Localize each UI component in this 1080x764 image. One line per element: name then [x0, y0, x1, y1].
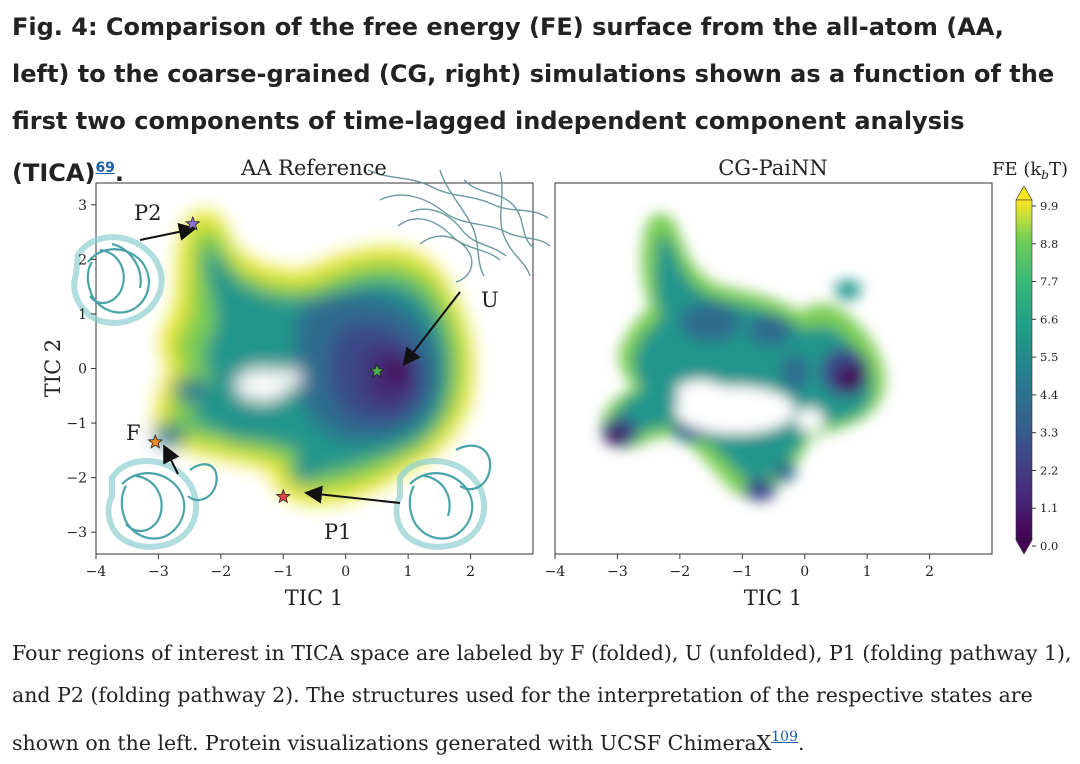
figure-caption-title: Fig. 4: Comparison of the free energy (F…	[12, 4, 1068, 197]
colorbar-tick-label: 1.1	[1040, 501, 1058, 515]
caption-title-end: .	[114, 159, 125, 187]
cg-x-tick-label: 2	[925, 564, 934, 580]
arrow-u	[402, 291, 461, 367]
aa-x-tick-label: −4	[86, 564, 107, 580]
colorbar-tick-label: 2.2	[1040, 463, 1058, 477]
colorbar-min-extension	[1015, 539, 1033, 555]
state-label-f: F	[126, 421, 141, 445]
aa-y-tick-label: 2	[78, 252, 87, 268]
arrow-p1	[304, 485, 401, 504]
cg-x-tick-label: −4	[545, 564, 566, 580]
aa-x-tick-label: −2	[211, 564, 232, 580]
aa-y-tick-label: 1	[78, 307, 87, 323]
protein-structure-p1	[393, 444, 492, 550]
cg-x-tick-label: −2	[670, 564, 691, 580]
arrow-p2	[139, 223, 197, 241]
colorbar-gradient	[1015, 199, 1033, 541]
aa-x-tick-label: −1	[273, 564, 294, 580]
aa-x-axis-label: TIC 1	[285, 586, 343, 610]
protein-structure-p2	[71, 234, 165, 326]
cg-x-tick-label: −1	[732, 564, 753, 580]
state-marker-f	[147, 434, 164, 449]
aa-y-tick-label: 0	[78, 362, 87, 378]
cg-panel-title: CG-PaiNN	[718, 156, 828, 180]
aa-x-tick-label: 0	[341, 564, 350, 580]
aa-y-tick-label: −2	[66, 471, 87, 487]
protein-structure-f	[105, 457, 218, 550]
aa-x-tick-label: 1	[404, 564, 413, 580]
cg-x-axis-label: TIC 1	[744, 586, 802, 610]
colorbar-tick-label: 4.4	[1040, 388, 1058, 402]
protein-structure-u	[367, 169, 551, 283]
aa-x-tick-label: −3	[148, 564, 169, 580]
cg-x-tick-label: 1	[863, 564, 872, 580]
colorbar-tick-label: 0.0	[1040, 539, 1058, 553]
colorbar-tick-label: 3.3	[1040, 426, 1058, 440]
aa-y-tick-label: 3	[78, 198, 87, 214]
cg-x-tick-label: 0	[800, 564, 809, 580]
state-marker-p1	[275, 488, 291, 504]
state-marker-p2	[185, 215, 201, 231]
aa-y-tick-label: −1	[66, 416, 87, 432]
caption-body-text: Four regions of interest in TICA space a…	[12, 641, 1072, 755]
cg-painn-panel: CG-PaiNN TIC 1 −4 −3 −2 −1 0 1 2	[545, 156, 993, 610]
caption-title-text: Fig. 4: Comparison of the free energy (F…	[12, 13, 1055, 187]
arrow-f	[163, 444, 180, 475]
cg-plot-frame	[554, 182, 993, 555]
colorbar-tick-label: 9.9	[1040, 199, 1058, 213]
aa-x-tick-label: 2	[466, 564, 475, 580]
cg-x-tick-label: −3	[607, 564, 628, 580]
reference-link-109[interactable]: 109	[771, 729, 798, 745]
colorbar-tick-label: 7.7	[1040, 275, 1058, 289]
figure-panels: P2 U F P1 AA Reference TIC 1 TIC 2 −4 −3 −…	[41, 156, 1068, 610]
colorbar-tick-label: 6.6	[1040, 312, 1058, 326]
aa-reference-panel: P2 U F P1 AA Reference TIC 1 TIC 2 −4 −3 −…	[41, 156, 551, 610]
cg-free-energy-surface	[601, 213, 885, 501]
colorbar: FE (kbT) 9.9 8.8 7.7 6.6 5.5 4.4 3.3 2.2 1.1 0.0	[992, 159, 1068, 555]
colorbar-max-extension	[1015, 185, 1033, 201]
state-label-u: U	[481, 288, 499, 312]
colorbar-tick-label: 8.8	[1040, 237, 1058, 251]
aa-y-axis-label: TIC 2	[41, 339, 65, 397]
reference-link-69[interactable]: 69	[95, 160, 115, 176]
caption-body-end: .	[798, 731, 805, 755]
state-annotations: P2 U F P1	[126, 201, 499, 544]
state-label-p2: P2	[134, 201, 162, 225]
state-label-p1: P1	[324, 520, 352, 544]
aa-panel-title: AA Reference	[240, 156, 387, 180]
colorbar-label: FE (kbT)	[992, 159, 1068, 182]
colorbar-tick-label: 5.5	[1040, 350, 1058, 364]
aa-y-tick-label: −3	[66, 525, 87, 541]
figure-caption-body: Four regions of interest in TICA space a…	[12, 632, 1072, 764]
state-marker-u	[369, 363, 385, 378]
aa-free-energy-surface	[153, 210, 474, 505]
